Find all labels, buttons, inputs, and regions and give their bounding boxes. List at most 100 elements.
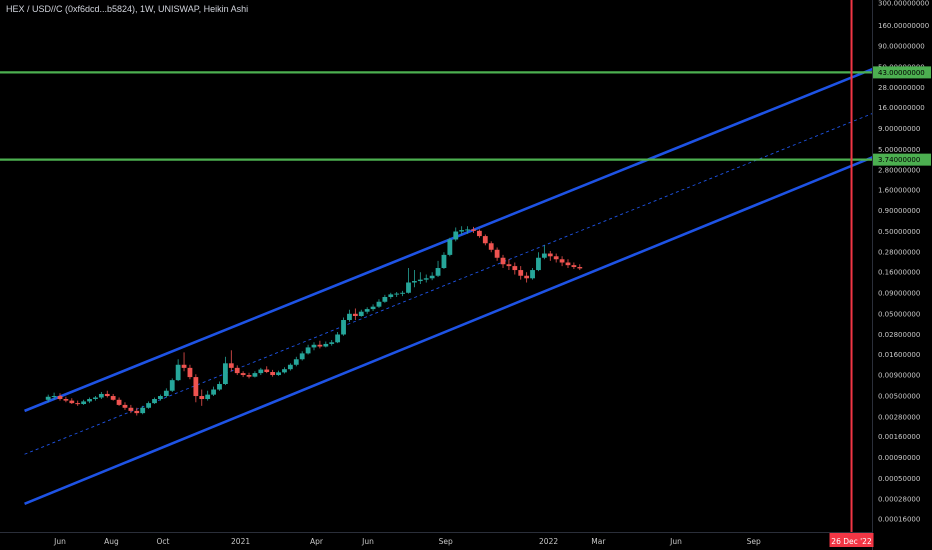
candle-body [287, 364, 293, 370]
y-tick-label: 1.60000000 [878, 186, 920, 194]
candle-body [146, 403, 152, 408]
candle-body [506, 264, 512, 267]
y-tick-label: 0.90000000 [878, 207, 920, 215]
x-tick-label: Apr [310, 537, 324, 546]
candle-body [63, 399, 69, 401]
candle-body [488, 243, 494, 250]
candle-body [158, 396, 163, 400]
candle-body [116, 399, 122, 405]
candle-body [87, 399, 92, 402]
y-tick-label: 0.00160000 [878, 433, 920, 441]
candle-body [347, 313, 352, 321]
candle-body [98, 393, 104, 398]
candle-body [205, 394, 211, 400]
level-badge [873, 153, 931, 166]
y-tick-label: 0.00016000 [878, 516, 920, 524]
candle-body [471, 229, 476, 231]
candle-body [110, 396, 116, 400]
candle-body [175, 364, 181, 381]
y-tick-label: 0.02800000 [878, 331, 920, 339]
y-tick-label: 5.00000000 [878, 146, 920, 154]
candle-body [376, 301, 382, 307]
y-tick-label: 160.00000000 [878, 22, 929, 30]
candle-body [240, 373, 246, 376]
candle-body [412, 281, 417, 283]
candle-body [364, 309, 370, 312]
candle-body [199, 396, 205, 400]
candle-body [282, 369, 287, 373]
candle-body [358, 311, 364, 316]
candle-body [234, 367, 240, 374]
x-tick-label: Aug [104, 537, 119, 546]
candle-body [69, 400, 75, 404]
x-tick-label: Mar [591, 537, 606, 546]
candle-body [394, 293, 400, 295]
candle-body [417, 279, 423, 282]
y-tick-label: 28.00000000 [878, 84, 925, 92]
channel-mid-line [24, 113, 872, 455]
level-badge-label: 43.00000000 [878, 69, 925, 77]
candle-body [81, 401, 87, 405]
candle-body [571, 265, 577, 268]
candle-body [264, 369, 270, 372]
y-tick-label: 16.00000000 [878, 104, 925, 112]
channel-upper-line [24, 67, 872, 413]
x-tick-label: Jun [669, 537, 682, 546]
candle-body [181, 364, 187, 368]
candle-body [459, 230, 465, 232]
candle-body [134, 410, 140, 414]
candle-body [335, 334, 341, 343]
y-tick-label: 9.00000000 [878, 125, 920, 133]
y-tick-label: 300.00000000 [878, 0, 929, 8]
candle-body [524, 275, 530, 279]
candle-body [518, 270, 524, 276]
candle-body [530, 270, 535, 279]
candle-body [441, 254, 447, 269]
y-tick-label: 0.00900000 [878, 372, 920, 380]
candle-body [104, 393, 110, 397]
candle-body [512, 266, 518, 271]
candle-body [128, 407, 134, 411]
candle-body [305, 347, 311, 354]
candle-body [565, 262, 571, 266]
candle-body [352, 313, 358, 316]
candle-body [193, 377, 199, 397]
candle-body [400, 292, 405, 294]
candle-body [217, 384, 222, 390]
y-tick-label: 0.16000000 [878, 269, 920, 277]
y-tick-label: 0.00500000 [878, 393, 920, 401]
y-axis-panel [872, 0, 932, 550]
y-tick-label: 90.00000000 [878, 43, 925, 51]
x-axis-panel [0, 532, 872, 550]
candle-body [317, 344, 323, 347]
candle-body [222, 363, 228, 385]
candle-body [541, 253, 547, 258]
candle-body [258, 369, 264, 374]
candle-body [211, 389, 216, 395]
candle-body [553, 256, 559, 260]
candle-body [370, 306, 376, 310]
level-badge [873, 66, 931, 79]
y-tick-label: 2.80000000 [878, 166, 920, 174]
chart-header-title: HEX / USD//C (0xf6dcd...b5824), 1W, UNIS… [6, 4, 249, 14]
candle-body [140, 407, 146, 414]
candle-body [169, 380, 175, 391]
y-tick-label: 0.00280000 [878, 413, 920, 421]
candle-body [482, 236, 488, 244]
x-tick-label: Sep [439, 537, 453, 546]
candle-body [536, 257, 541, 271]
x-tick-label: Oct [156, 537, 169, 546]
candle-body [453, 231, 459, 240]
y-tick-label: 0.01600000 [878, 351, 920, 359]
vertical-marker-badge [829, 533, 874, 547]
candle-body [559, 259, 565, 263]
channel-lower-line [24, 156, 872, 505]
candle-body [57, 396, 63, 400]
level-badge-label: 3.74000000 [878, 156, 920, 164]
candle-body [323, 343, 329, 347]
candle-body [45, 396, 51, 400]
candle-body [122, 404, 128, 408]
y-tick-label: 0.50000000 [878, 228, 920, 236]
candle-body [252, 373, 258, 377]
